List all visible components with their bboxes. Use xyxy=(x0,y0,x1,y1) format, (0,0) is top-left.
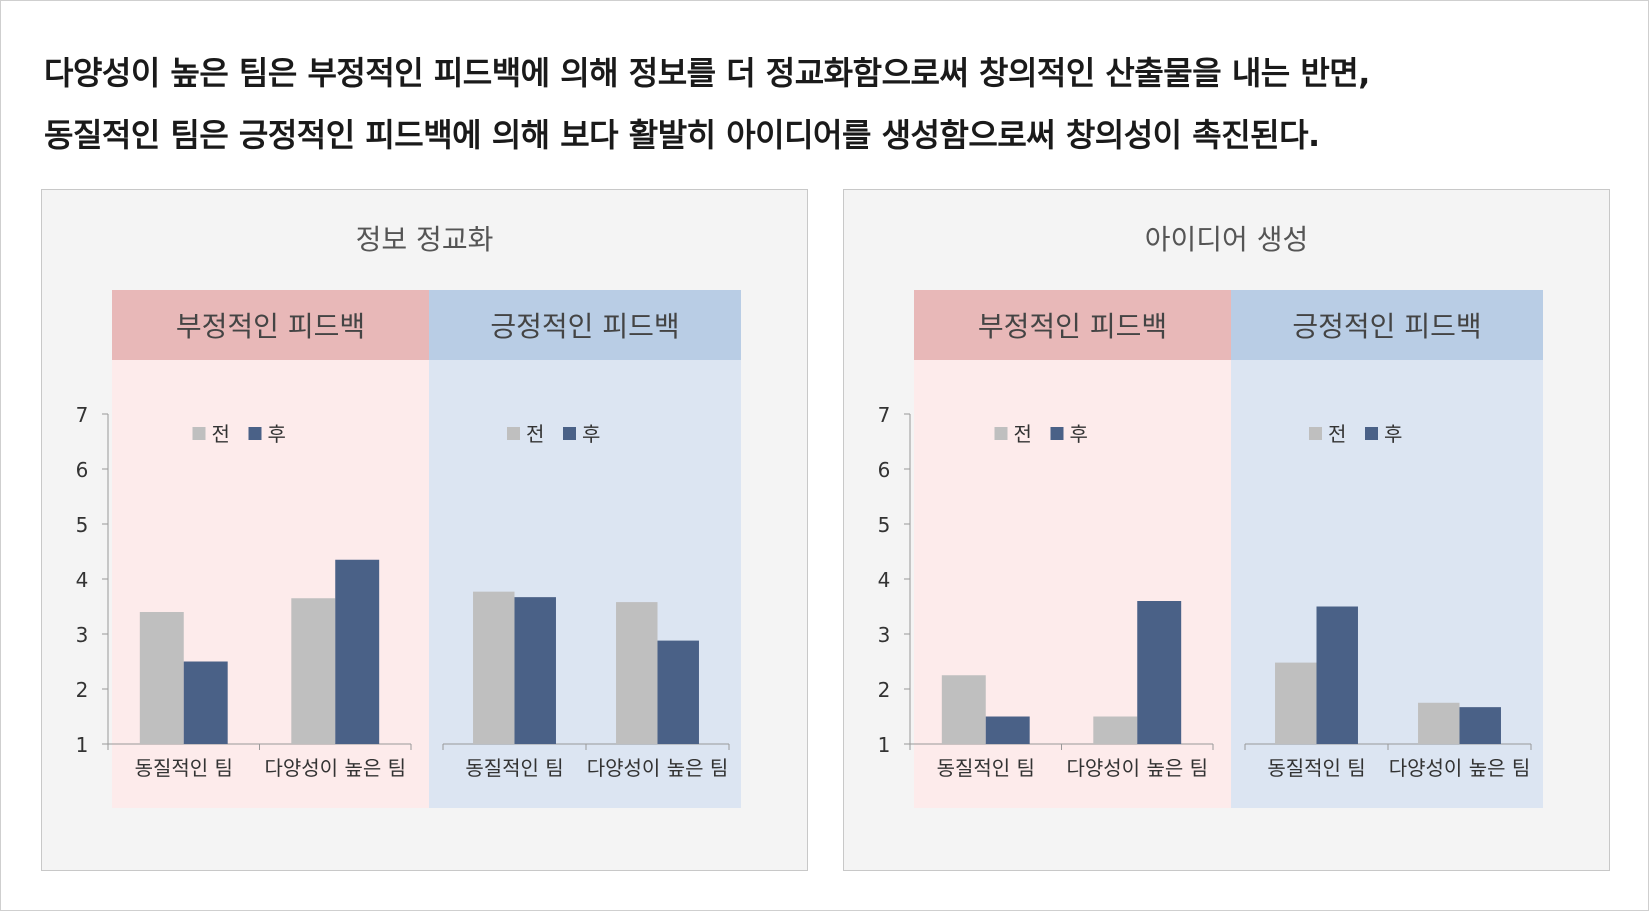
legend-label: 후 xyxy=(1384,422,1402,446)
bar-before xyxy=(1418,702,1460,744)
bar-after xyxy=(1137,601,1182,744)
legend-label: 후 xyxy=(582,422,600,446)
x-category-label: 다양성이 높은 팀 xyxy=(1066,756,1208,780)
legend-swatch-before xyxy=(192,427,206,440)
y-tick-label: 5 xyxy=(76,513,89,537)
y-tick-label: 5 xyxy=(878,513,891,537)
bar-before xyxy=(291,598,336,744)
x-category-label: 다양성이 높은 팀 xyxy=(264,756,406,780)
bar-after xyxy=(1316,606,1358,744)
y-tick-label: 2 xyxy=(76,678,89,702)
headline-line-1: 다양성이 높은 팀은 부정적인 피드백에 의해 정보를 더 정교화함으로써 창의… xyxy=(44,54,1370,92)
chart-svg: 부정적인 피드백 긍정적인 피드백 1 2 3 4 5 6 7 동질적인 팀 다양성이 높은 팀 전 후… xyxy=(878,290,1543,808)
bar-before xyxy=(139,612,184,744)
x-category-label: 다양성이 높은 팀 xyxy=(1389,756,1531,780)
group-header-label: 긍정적인 피드백 xyxy=(490,310,679,343)
x-category-label: 동질적인 팀 xyxy=(135,756,233,780)
legend-swatch-before xyxy=(507,427,520,440)
y-tick-label: 6 xyxy=(878,458,891,482)
legend-label: 후 xyxy=(268,422,286,446)
legend-swatch-before xyxy=(994,427,1008,440)
y-tick-label: 7 xyxy=(878,403,891,427)
chart-panel-information-elaboration: 정보 정교화 부정적인 피드백 긍정적인 피드백 1 2 3 4 5 6 7 동질적인 팀 다양성이… xyxy=(41,189,808,871)
group-header xyxy=(1231,290,1543,360)
legend-label: 후 xyxy=(1070,422,1088,446)
group-header xyxy=(112,290,429,360)
legend-swatch-before xyxy=(1309,427,1322,440)
legend-swatch-after xyxy=(1050,427,1064,440)
bar-after xyxy=(335,559,380,744)
legend-swatch-after xyxy=(1365,427,1378,440)
chart-panel-idea-generation: 아이디어 생성 부정적인 피드백 긍정적인 피드백 1 2 3 4 5 6 7 동질적인 팀 다양성… xyxy=(843,189,1610,871)
y-tick-label: 1 xyxy=(76,733,89,757)
legend-label: 전 xyxy=(1328,422,1346,446)
y-tick-label: 7 xyxy=(76,403,89,427)
bar-before xyxy=(473,591,515,744)
legend-swatch-after xyxy=(563,427,576,440)
group-header-label: 긍정적인 피드백 xyxy=(1292,310,1481,343)
bar-after xyxy=(1459,707,1501,744)
group-header-label: 부정적인 피드백 xyxy=(176,310,365,343)
bar-after xyxy=(657,640,699,744)
headline-line-2: 동질적인 팀은 긍정적인 피드백에 의해 보다 활발히 아이디어를 생성함으로써… xyxy=(44,116,1320,154)
bar-before xyxy=(1093,716,1138,744)
x-category-label: 다양성이 높은 팀 xyxy=(587,756,729,780)
bar-after xyxy=(514,597,556,744)
x-category-label: 동질적인 팀 xyxy=(937,756,1035,780)
y-tick-label: 4 xyxy=(878,568,891,592)
bar-before xyxy=(616,602,658,744)
y-tick-label: 4 xyxy=(76,568,89,592)
y-tick-label: 2 xyxy=(878,678,891,702)
y-tick-label: 3 xyxy=(878,623,891,647)
chart-svg: 부정적인 피드백 긍정적인 피드백 1 2 3 4 5 6 7 동질적인 팀 다양성이 높은 팀 전 후… xyxy=(76,290,741,808)
group-header xyxy=(914,290,1231,360)
x-category-label: 동질적인 팀 xyxy=(1267,756,1365,780)
bar-after xyxy=(183,661,228,744)
y-tick-label: 6 xyxy=(76,458,89,482)
y-tick-label: 3 xyxy=(76,623,89,647)
legend-label: 전 xyxy=(212,422,230,446)
y-tick-label: 1 xyxy=(878,733,891,757)
bar-before xyxy=(941,675,986,744)
chart-title: 정보 정교화 xyxy=(355,223,494,256)
bar-after xyxy=(985,716,1030,744)
legend-swatch-after xyxy=(248,427,262,440)
group-header-label: 부정적인 피드백 xyxy=(978,310,1167,343)
chart-title: 아이디어 생성 xyxy=(1144,223,1309,256)
x-category-label: 동질적인 팀 xyxy=(465,756,563,780)
legend-label: 전 xyxy=(1014,422,1032,446)
group-header xyxy=(429,290,741,360)
legend-label: 전 xyxy=(526,422,544,446)
bar-before xyxy=(1275,662,1317,744)
